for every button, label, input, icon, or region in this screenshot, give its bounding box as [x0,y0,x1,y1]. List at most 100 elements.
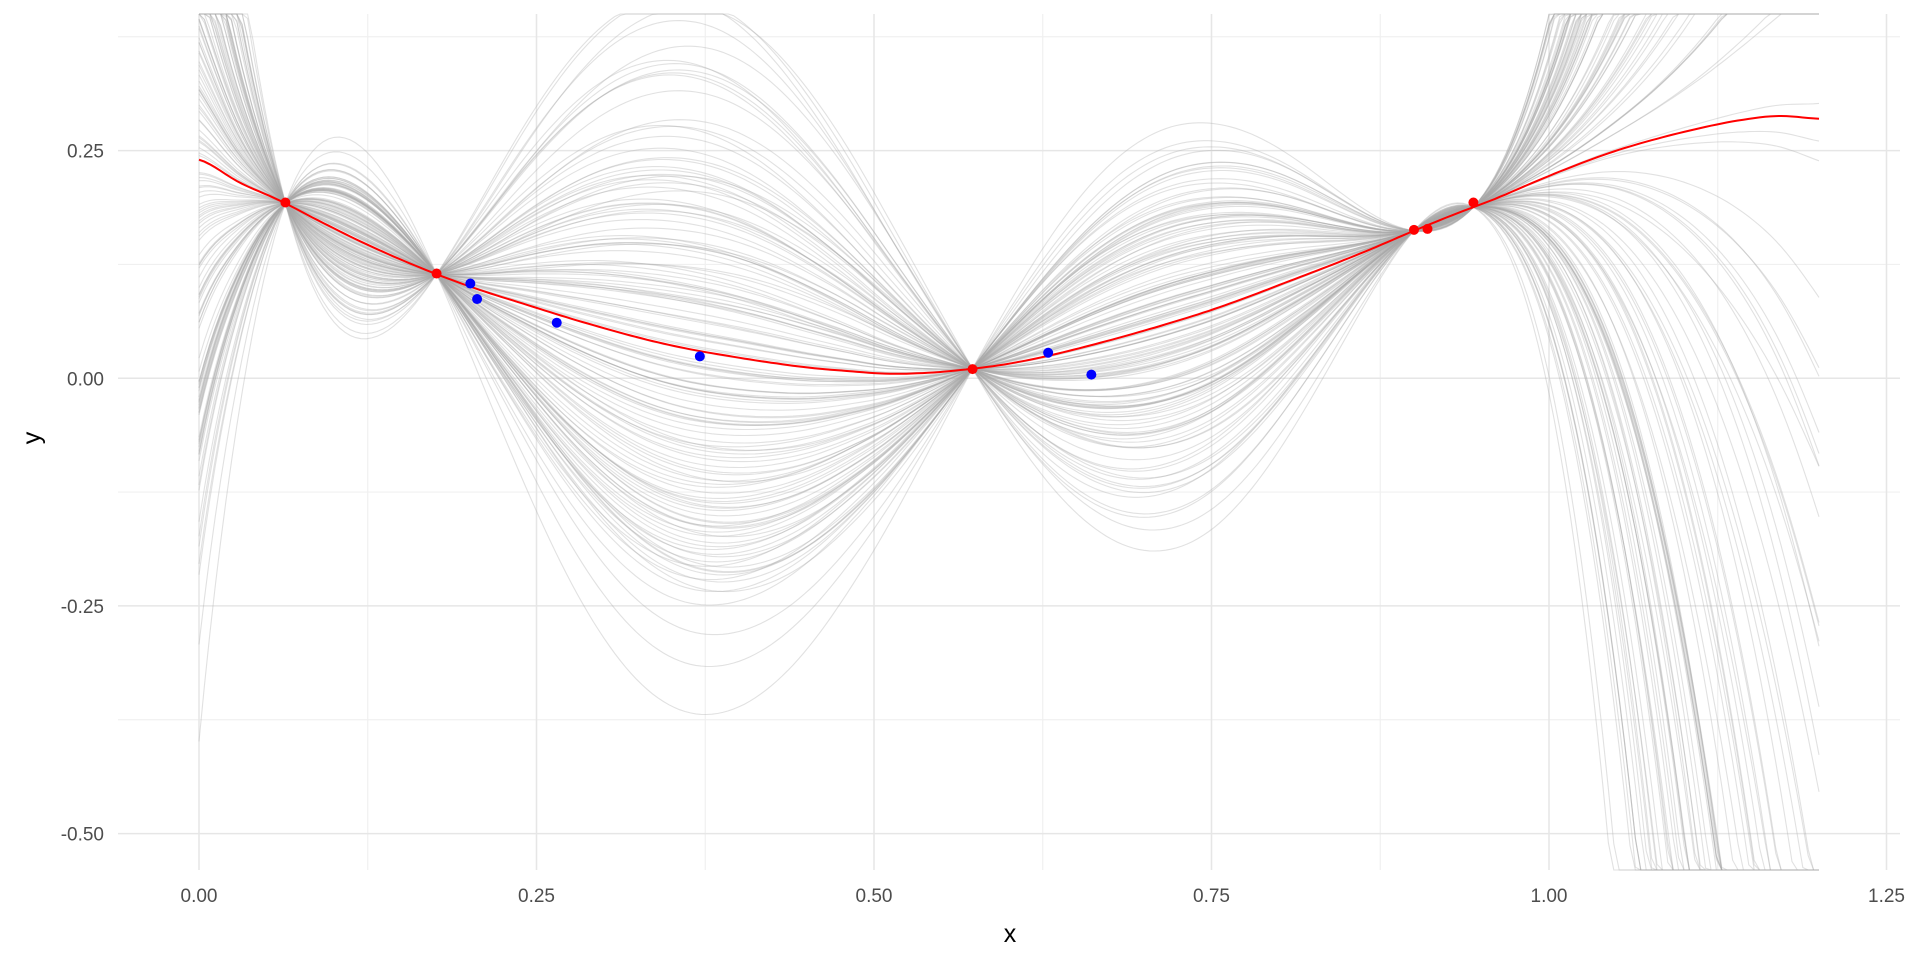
posterior-sample-curve [198,13,1819,474]
posterior-sample-curve [198,13,1819,504]
posterior-sample-curve [198,13,1819,499]
posterior-sample-curve [198,13,1819,418]
posterior-sample-curve [198,136,1820,454]
posterior-sample-curve [198,61,1819,871]
posterior-sample-curve [199,13,1819,871]
posterior-sample-curve [198,13,1819,482]
posterior-sample-curve [198,119,1820,756]
posterior-sample-curve [198,13,1819,573]
posterior-sample-curve [198,13,1819,494]
posterior-sample-curve [199,13,1819,871]
fixed-point [1422,223,1433,234]
posterior-sample-curve [198,13,1819,394]
posterior-sample-curve [199,13,1819,871]
posterior-sample-curve [198,13,1819,382]
posterior-sample-curve [198,89,1819,871]
y-tick-labels: -0.50 -0.25 0.00 0.25 [61,142,104,846]
posterior-sample-curve [198,25,1819,871]
posterior-sample-curve [199,13,1819,871]
posterior-sample-curve [198,37,1819,871]
observed-point [465,278,476,289]
posterior-sample-curve [198,13,1819,563]
posterior-sample-curve [198,13,1819,583]
x-tick-label: 1.25 [1868,886,1905,907]
posterior-sample-curve [199,13,1819,871]
posterior-sample-curve [198,13,1819,402]
posterior-sample-curve [198,13,1819,476]
posterior-sample-curve [198,80,1820,623]
fixed-point [431,268,442,279]
observed-point [472,294,483,305]
x-tick-label: 0.25 [518,886,555,907]
posterior-sample-curve [198,13,1819,395]
posterior-sample-curve [199,13,1819,871]
posterior-sample-curve [198,13,1819,524]
posterior-sample-curve [198,13,1819,544]
posterior-sample-curve [198,13,1819,636]
x-tick-label: 1.00 [1531,886,1568,907]
posterior-sample-curve [198,13,1819,424]
posterior-sample-curve [198,13,1819,426]
posterior-sample-curve [198,13,1819,419]
posterior-sample-curve [198,13,1819,387]
posterior-sample-curve [198,28,1819,871]
posterior-sample-curve [198,13,1819,404]
posterior-sample-curve [198,42,1820,642]
x-axis-title: x [1004,920,1017,948]
posterior-sample-curve [198,85,1819,871]
posterior-sample-curve [198,13,1819,383]
posterior-sample-curves [198,13,1820,871]
posterior-sample-curve [199,13,1819,871]
posterior-sample-curve [198,13,1819,581]
posterior-sample-curve [199,13,1819,871]
posterior-sample-curve [198,13,1819,488]
posterior-sample-curve [198,13,1819,426]
posterior-sample-curve [199,13,1819,871]
posterior-sample-curve [198,52,1820,792]
posterior-sample-curve [198,13,1819,871]
posterior-sample-curve [198,13,1819,574]
posterior-sample-curve [199,13,1819,871]
posterior-sample-curve [198,13,1819,469]
posterior-sample-curve [199,13,1819,871]
posterior-sample-curve [199,13,1819,871]
posterior-sample-curve [198,88,1819,871]
posterior-sample-curve [198,13,1819,517]
posterior-sample-curve [198,13,1819,558]
y-tick-label: -0.25 [61,597,104,618]
posterior-sample-curve [199,13,1819,871]
posterior-sample-curve [198,13,1819,394]
posterior-sample-curve [198,13,1819,400]
posterior-sample-curve [199,13,1819,871]
posterior-sample-curve [198,13,1819,871]
posterior-sample-curve [198,13,1819,398]
posterior-sample-curve [198,13,1819,423]
posterior-sample-curve [198,69,1819,871]
fixed-point [1409,224,1419,235]
posterior-sample-curve [198,13,1819,503]
observed-point [694,351,705,362]
posterior-sample-curve [198,13,1819,523]
posterior-sample-curve [199,13,1819,871]
posterior-sample-curve [199,13,1819,871]
posterior-sample-curve [198,13,1819,383]
posterior-sample-curve [199,13,1819,871]
grid-minor [118,14,1900,870]
posterior-sample-curve [198,13,1819,381]
posterior-sample-curve [198,13,1819,593]
posterior-sample-curve [198,13,1819,411]
posterior-sample-curve [199,13,1819,871]
x-tick-label: 0.50 [856,886,893,907]
posterior-sample-curve [199,13,1819,871]
y-tick-label: 0.25 [67,142,104,163]
posterior-sample-curve [198,13,1819,576]
posterior-sample-curve [198,13,1819,567]
observed-point [1086,369,1097,380]
posterior-sample-curve [198,13,1819,528]
posterior-sample-curve [198,89,1819,871]
posterior-sample-curve [198,13,1819,426]
posterior-sample-curve [198,13,1819,533]
posterior-sample-curve [198,13,1819,551]
posterior-sample-curve [198,13,1819,459]
posterior-sample-curve [199,13,1819,871]
